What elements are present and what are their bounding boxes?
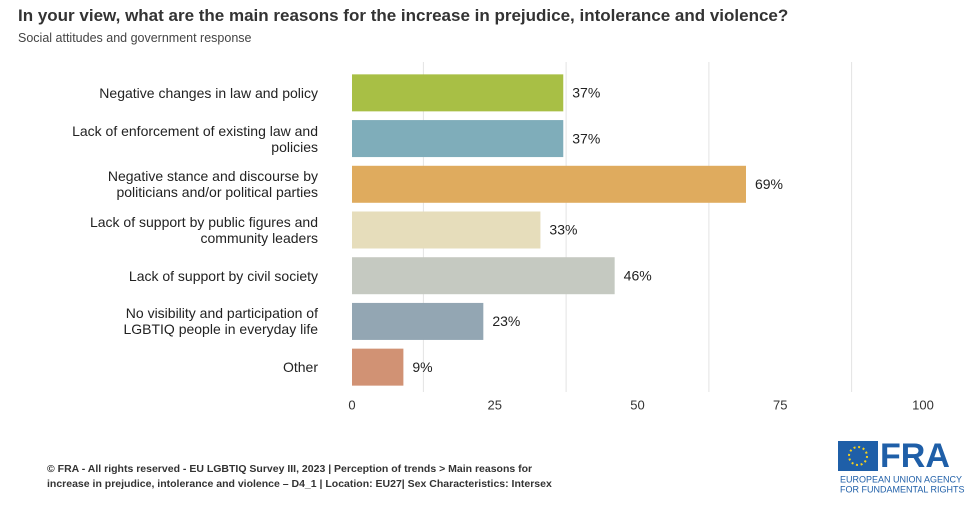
x-tick-label: 100: [912, 397, 934, 412]
bar: [352, 120, 564, 158]
x-tick-label: 50: [630, 397, 644, 412]
logo-name: FRA: [880, 437, 950, 475]
x-tick-label: 0: [348, 397, 355, 412]
category-label: Other: [282, 359, 318, 376]
bar: [352, 348, 404, 386]
x-tick-label: 25: [488, 397, 502, 412]
logo-flag: [838, 441, 878, 471]
value-label: 37%: [572, 85, 600, 101]
value-label: 69%: [755, 176, 783, 192]
chart-subtitle: Social attitudes and government response: [18, 31, 252, 45]
bar: [352, 165, 746, 203]
category-label: Lack of support by public figures and co…: [89, 214, 318, 246]
x-tick-label: 75: [773, 397, 787, 412]
bar: [352, 302, 484, 340]
logo-stars: [848, 446, 868, 466]
category-label: Lack of support by civil society: [128, 267, 318, 284]
value-label: 46%: [624, 267, 652, 283]
logo-line: FOR FUNDAMENTAL RIGHTS: [840, 484, 965, 494]
category-label: Negative stance and discourse by politic…: [107, 168, 318, 201]
value-label: 9%: [412, 359, 432, 375]
bar: [352, 74, 564, 112]
value-label: 37%: [572, 130, 600, 146]
footer: © FRA - All rights reserved - EU LGBTIQ …: [47, 463, 552, 490]
value-label: 33%: [549, 222, 577, 238]
logo-line: EUROPEAN UNION AGENCY: [840, 474, 962, 484]
value-label: 23%: [492, 313, 520, 329]
category-label: Negative changes in law and policy: [99, 84, 318, 101]
category-label: Lack of enforcement of existing law and …: [72, 122, 318, 155]
bar: [352, 211, 541, 249]
logo: FRA EUROPEAN UNION AGENCY FOR FUNDAMENTA…: [838, 437, 965, 494]
category-label: No visibility and participation of LGBTI…: [123, 305, 318, 338]
bar: [352, 257, 615, 295]
chart-title: In your view, what are the main reasons …: [18, 6, 789, 25]
